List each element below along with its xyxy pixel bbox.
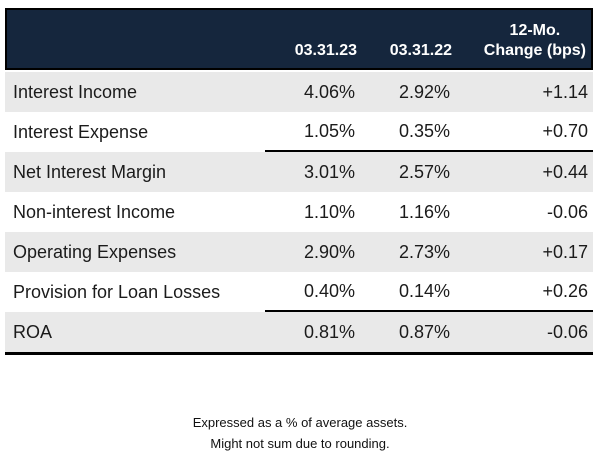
- row-label: Non-interest Income: [13, 201, 176, 222]
- value-03-31-23: 1.10%: [303, 201, 355, 222]
- table-row-interest-expense: Interest Expense 1.05% 0.35% +0.70: [5, 112, 593, 152]
- row-label: ROA: [13, 321, 53, 342]
- row-values: 3.01% 2.57% +0.44: [265, 152, 593, 192]
- value-change: +1.14: [542, 81, 588, 102]
- row-values: 0.81% 0.87% -0.06: [265, 312, 593, 352]
- value-03-31-22: 1.16%: [398, 201, 450, 222]
- value-03-31-22: 2.92%: [398, 81, 450, 102]
- row-values: 1.10% 1.16% -0.06: [265, 192, 593, 232]
- value-03-31-23: 2.90%: [303, 241, 355, 262]
- value-03-31-23: 0.81%: [303, 321, 355, 342]
- table-row-interest-income: Interest Income 4.06% 2.92% +1.14: [5, 72, 593, 112]
- value-03-31-22: 0.87%: [398, 321, 450, 342]
- row-label: Interest Expense: [13, 121, 149, 142]
- value-03-31-23: 1.05%: [303, 120, 355, 141]
- footnote-line1: Expressed as a % of average assets.: [192, 415, 408, 430]
- value-change: +0.17: [542, 241, 588, 262]
- financial-ratios-table: 03.31.23 03.31.22 12-Mo. Change (bps) In…: [5, 8, 593, 355]
- row-values: 1.05% 0.35% +0.70: [265, 112, 593, 152]
- header-change-label: 12-Mo. Change (bps): [484, 21, 586, 61]
- row-label: Operating Expenses: [13, 241, 177, 262]
- value-03-31-22: 0.14%: [398, 280, 450, 301]
- value-change: +0.26: [542, 280, 588, 301]
- header-col-change: 12-Mo. Change (bps): [452, 21, 586, 61]
- header-change-line1: 12-Mo.: [509, 22, 561, 39]
- header-col-03-31-22: 03.31.22: [389, 42, 452, 59]
- table-row-provision-for-loan-losses: Provision for Loan Losses 0.40% 0.14% +0…: [5, 272, 593, 312]
- header-change-line2: Change (bps): [483, 42, 586, 59]
- row-label: Provision for Loan Losses: [13, 281, 221, 302]
- value-03-31-22: 0.35%: [398, 120, 450, 141]
- value-03-31-22: 2.73%: [398, 241, 450, 262]
- table-row-operating-expenses: Operating Expenses 2.90% 2.73% +0.17: [5, 232, 593, 272]
- header-value-columns: 03.31.23 03.31.22 12-Mo. Change (bps): [267, 10, 591, 68]
- value-change: -0.06: [546, 201, 588, 222]
- value-03-31-23: 0.40%: [303, 280, 355, 301]
- row-label: Net Interest Margin: [13, 161, 167, 182]
- table-row-non-interest-income: Non-interest Income 1.10% 1.16% -0.06: [5, 192, 593, 232]
- row-values: 0.40% 0.14% +0.26: [265, 272, 593, 312]
- footnote-line2: Might not sum due to rounding.: [210, 436, 390, 451]
- value-change: +0.70: [542, 120, 588, 141]
- table-body: Interest Income 4.06% 2.92% +1.14 Intere…: [5, 72, 593, 355]
- value-change: +0.44: [542, 161, 588, 182]
- value-03-31-23: 4.06%: [303, 81, 355, 102]
- footnote: Expressed as a % of average assets. Migh…: [0, 412, 600, 454]
- row-values: 2.90% 2.73% +0.17: [265, 232, 593, 272]
- row-values: 4.06% 2.92% +1.14: [265, 72, 593, 112]
- value-change: -0.06: [546, 321, 588, 342]
- table-row-net-interest-margin: Net Interest Margin 3.01% 2.57% +0.44: [5, 152, 593, 192]
- table-row-roa: ROA 0.81% 0.87% -0.06: [5, 312, 593, 352]
- value-03-31-23: 3.01%: [303, 161, 355, 182]
- table-header-row: 03.31.23 03.31.22 12-Mo. Change (bps): [5, 8, 593, 70]
- row-label: Interest Income: [13, 81, 138, 102]
- header-col-03-31-23: 03.31.23: [294, 42, 357, 59]
- header-empty-cell: [7, 10, 267, 68]
- value-03-31-22: 2.57%: [398, 161, 450, 182]
